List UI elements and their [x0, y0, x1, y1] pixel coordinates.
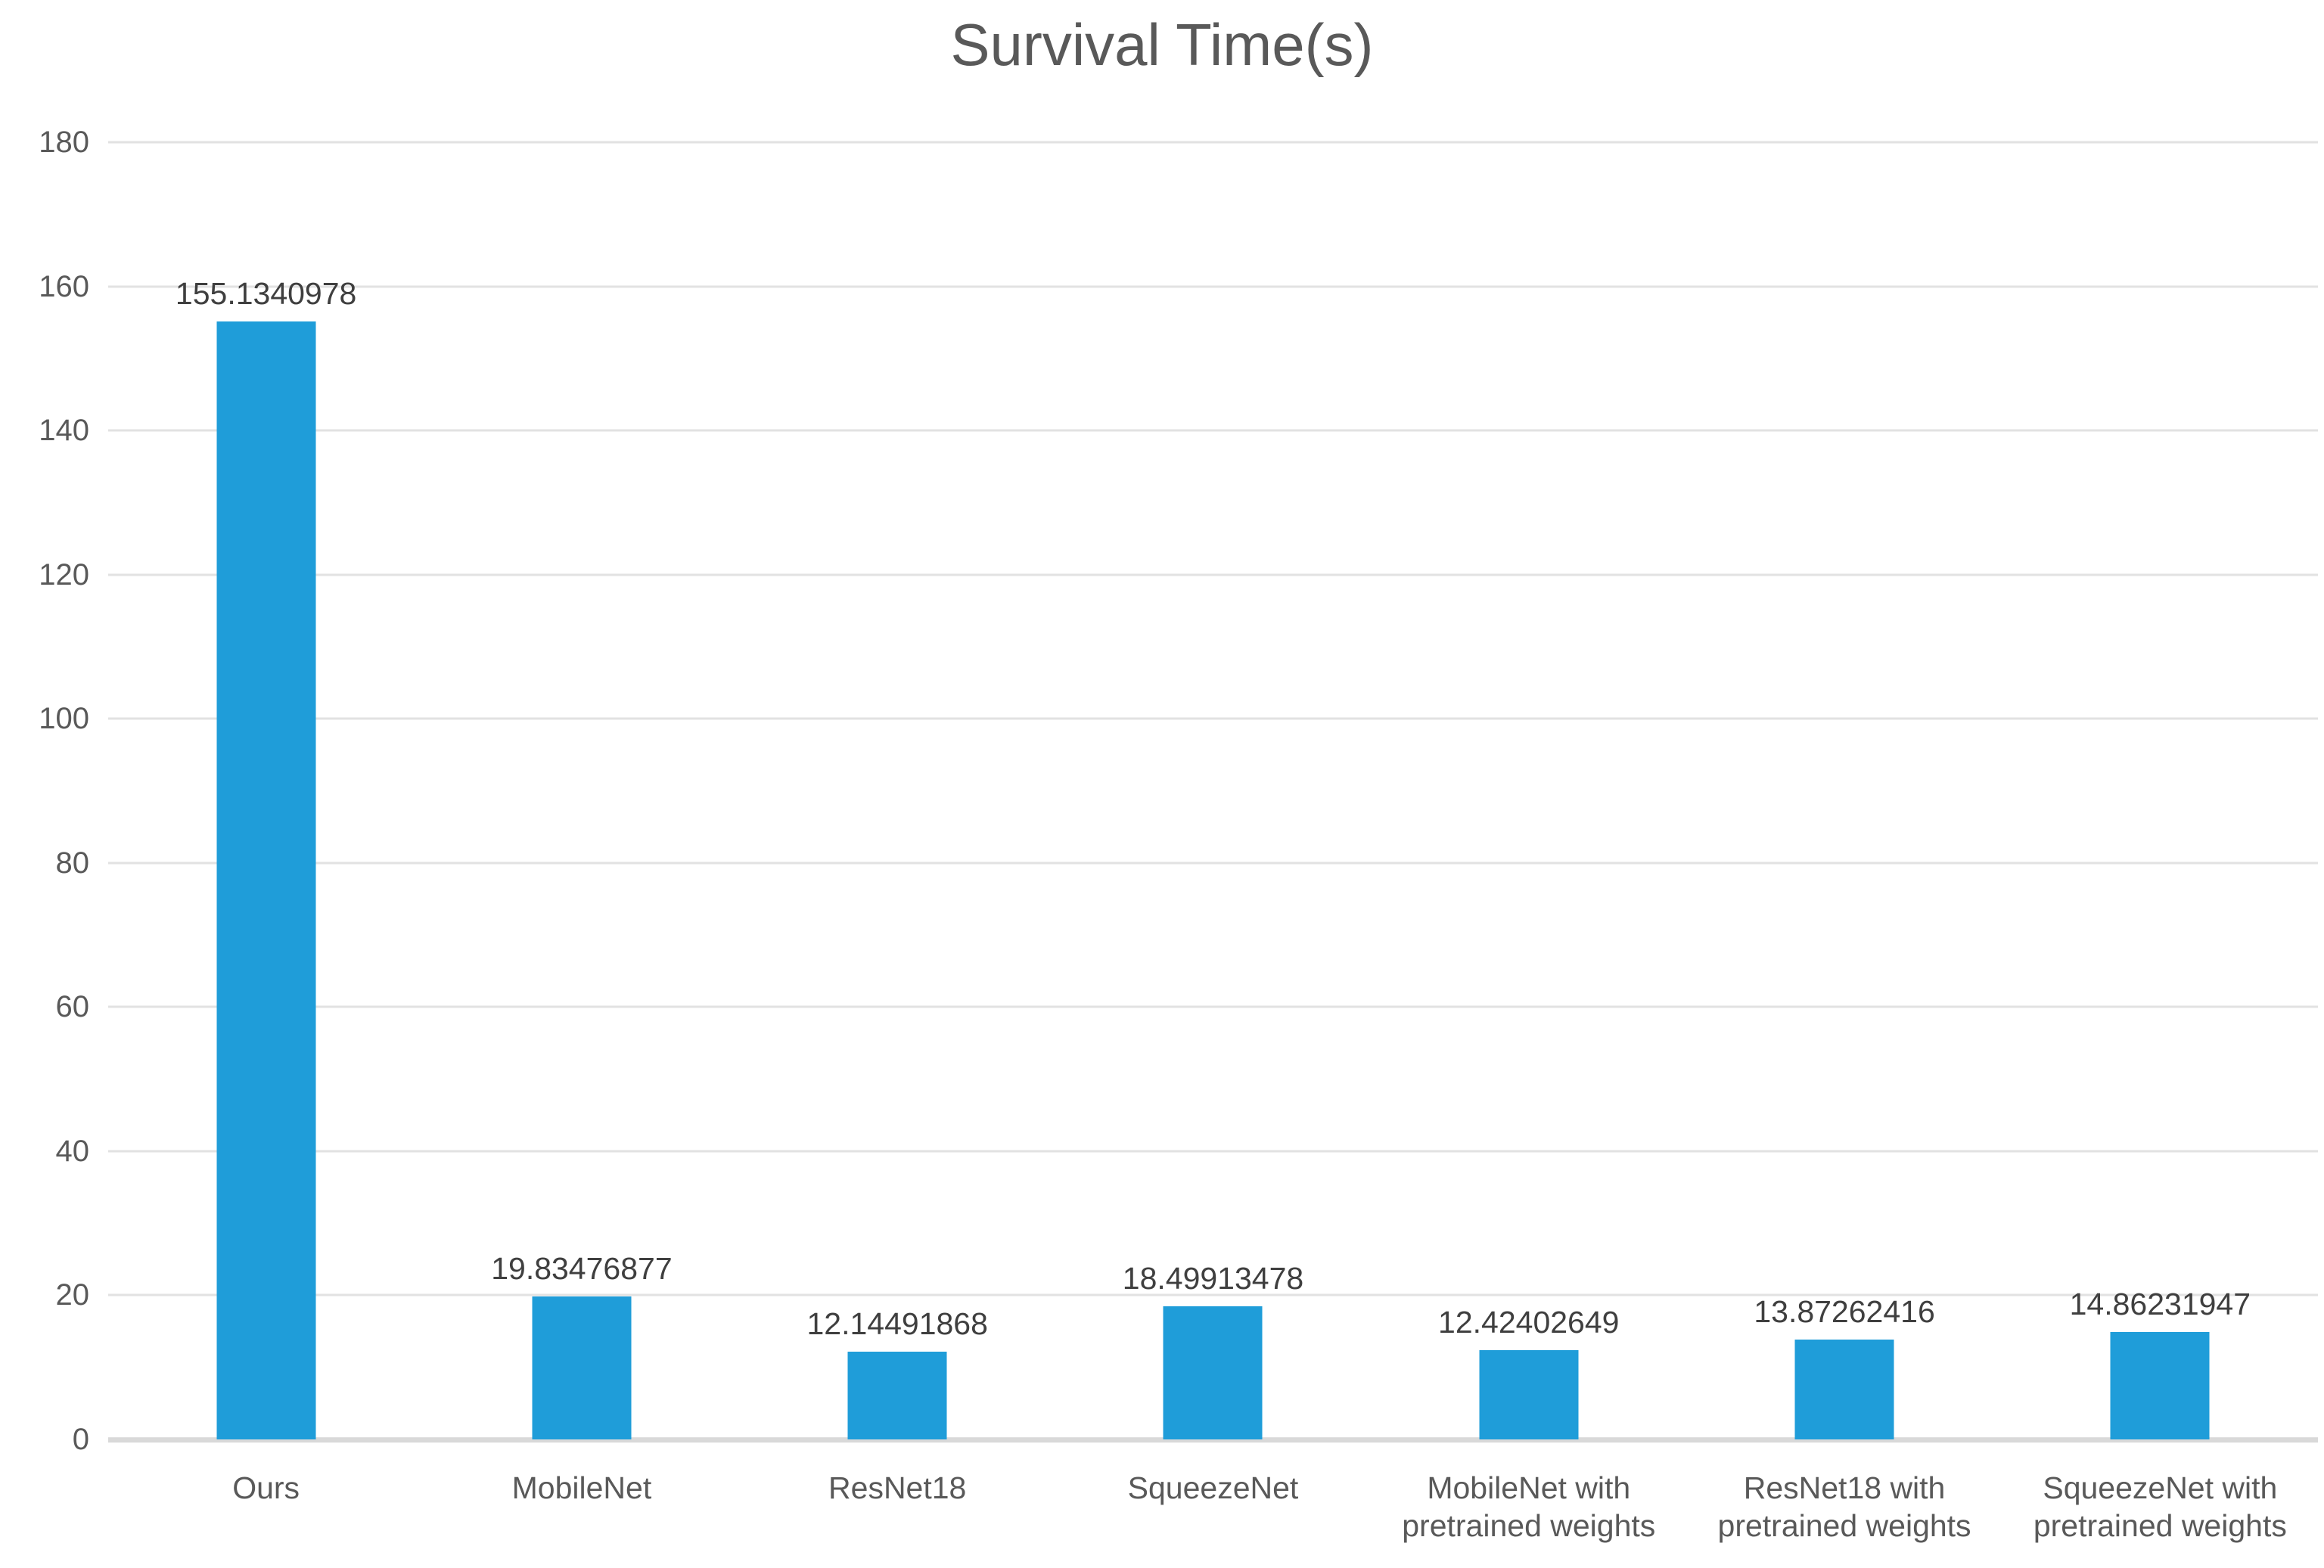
bar-value-label: 155.1340978	[175, 275, 357, 311]
y-axis-tick-label: 0	[72, 1423, 89, 1456]
chart-title: Survival Time(s)	[950, 11, 1374, 78]
category-label: SqueezeNet with pretrained weights	[2033, 1470, 2287, 1544]
bar-column: 18.49913478	[1055, 142, 1371, 1439]
bar	[847, 1352, 947, 1439]
gridline	[108, 1150, 2318, 1153]
y-axis-tick-label: 140	[39, 414, 89, 448]
gridline	[108, 285, 2318, 288]
y-axis-tick-label: 20	[55, 1278, 90, 1312]
y-axis-tick-label: 180	[39, 126, 89, 159]
gridline	[108, 862, 2318, 865]
bar-value-label: 12.14491868	[806, 1306, 988, 1342]
bar-column: 19.83476877	[424, 142, 739, 1439]
bar	[532, 1296, 632, 1439]
bar	[1794, 1339, 1894, 1439]
category-label: ResNet18	[828, 1470, 967, 1505]
bar	[216, 321, 316, 1439]
x-axis: Ours MobileNet ResNet18 SqueezeNet MobileNet…	[108, 1469, 2318, 1545]
bar-column: 155.1340978	[108, 142, 424, 1439]
bar	[1163, 1306, 1263, 1439]
bar-value-label: 13.87262416	[1754, 1293, 1935, 1329]
bar-column: 12.42402649	[1371, 142, 1686, 1439]
x-axis-line	[108, 1437, 2318, 1443]
category-label: SqueezeNet	[1127, 1470, 1299, 1505]
gridline	[108, 573, 2318, 576]
category-label: Ours	[232, 1470, 300, 1505]
y-axis-tick-label: 160	[39, 269, 89, 303]
gridline	[108, 1293, 2318, 1296]
bar-column: 14.86231947	[2002, 142, 2318, 1439]
y-axis-tick-label: 100	[39, 702, 89, 736]
y-axis-tick-label: 40	[55, 1134, 90, 1168]
bar-value-label: 19.83476877	[491, 1251, 673, 1287]
gridline	[108, 1005, 2318, 1008]
y-axis-tick-label: 80	[55, 846, 90, 880]
gridline	[108, 429, 2318, 432]
category-label: MobileNet	[511, 1470, 652, 1505]
y-axis: 0 20 40 60 80 100 120 140 160 180	[0, 127, 90, 1455]
bar-value-label: 18.49913478	[1122, 1260, 1304, 1296]
bar-value-label: 14.86231947	[2069, 1287, 2251, 1322]
plot-area: 155.1340978 19.83476877 12.14491868 18.4991…	[108, 141, 2318, 1443]
bar-column: 12.14491868	[740, 142, 1055, 1439]
bar-column: 13.87262416	[1686, 142, 2002, 1439]
y-axis-tick-label: 120	[39, 557, 89, 591]
category-label: MobileNet with pretrained weights	[1402, 1470, 1656, 1544]
category-label: ResNet18 with pretrained weights	[1717, 1470, 1971, 1544]
bars-container: 155.1340978 19.83476877 12.14491868 18.4991…	[108, 142, 2318, 1439]
bar	[1479, 1349, 1579, 1439]
gridline	[108, 141, 2318, 144]
y-axis-tick-label: 60	[55, 990, 90, 1024]
gridline	[108, 717, 2318, 720]
bar-value-label: 12.42402649	[1438, 1304, 1620, 1340]
bar	[2110, 1332, 2210, 1439]
